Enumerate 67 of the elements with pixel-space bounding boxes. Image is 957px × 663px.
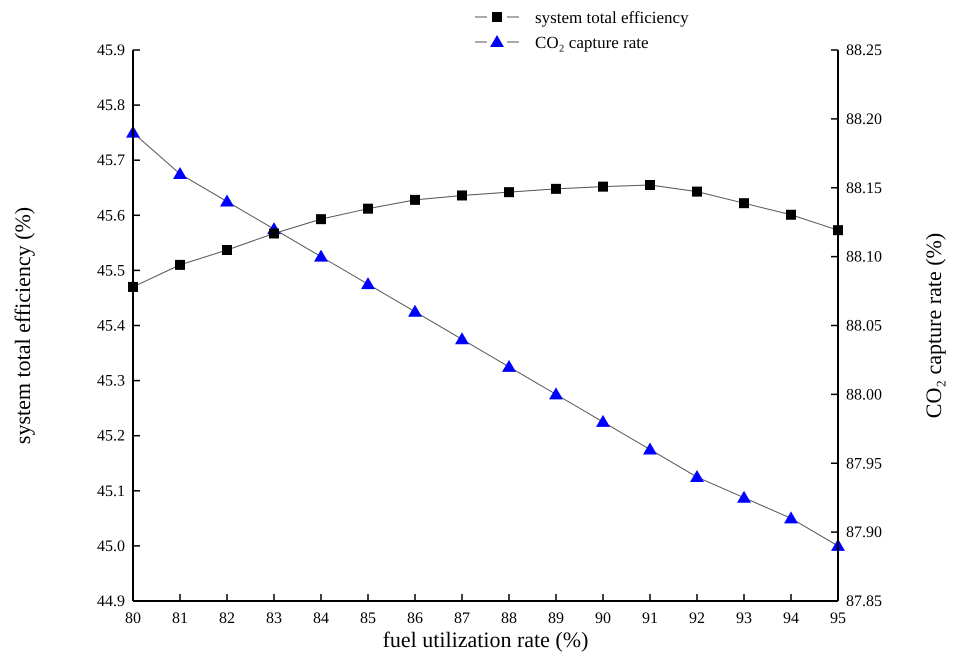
y2-tick-label: 88.15 [846,180,882,197]
x-tick-label: 93 [736,610,752,627]
point [314,250,328,262]
x-tick-label: 83 [266,610,282,627]
x-tick-label: 91 [642,610,658,627]
x-axis-title: fuel utilization rate (%) [382,627,588,652]
y2-tick-label: 88.05 [846,318,882,334]
point [504,187,514,198]
point [316,214,326,224]
point [502,360,516,372]
y2-tick-label: 88.10 [846,248,882,266]
point [598,182,608,192]
point [457,190,467,200]
y-tick-label: 45.5 [97,262,125,280]
y-axis-title: system total efficiency (%) [10,206,35,444]
x-tick-label: 88 [501,610,517,627]
point [643,442,657,454]
x-tick-label: 80 [125,610,141,627]
x-tick-label: 92 [689,610,705,627]
legend-label: system total efficiency [535,8,690,27]
x-tick-label: 94 [783,610,799,627]
x-tick-label: 84 [313,610,329,627]
y2-tick-label: 88.00 [846,386,882,404]
point [361,277,375,290]
y-tick-label: 45.3 [97,372,125,390]
point [549,387,563,400]
point [220,194,234,207]
y-tick-label: 45.6 [97,207,125,224]
point [222,245,232,256]
y-tick-label: 45.4 [97,318,125,334]
x-tick-label: 82 [219,610,235,627]
x-tick-label: 81 [172,610,188,627]
y-tick-label: 45.8 [97,97,125,114]
x-tick-label: 85 [360,610,376,627]
point [739,198,749,208]
point [596,414,610,427]
y-tick-label: 44.9 [97,593,125,610]
y2-tick-label: 88.25 [846,42,882,59]
y2-tick-label: 87.85 [846,593,882,610]
point [784,511,798,524]
y2-tick-label: 87.95 [846,455,882,472]
point [737,490,751,503]
point [363,204,373,214]
point [455,332,469,344]
point [551,184,561,194]
y2-tick-label: 88.20 [846,110,882,128]
point [786,210,796,220]
point [690,470,704,482]
y2-tick-label: 87.90 [846,524,882,542]
x-tick-label: 86 [407,610,423,627]
y-tick-label: 45.0 [97,538,125,555]
point [645,180,655,190]
y-tick-label: 45.9 [97,42,125,59]
point [408,304,422,317]
y-tick-label: 45.7 [97,152,125,170]
legend-label: CO₂ capture rate [535,33,649,52]
x-tick-label: 90 [595,610,611,627]
x-tick-label: 87 [454,610,470,627]
point [173,166,187,179]
y-tick-label: 45.2 [97,428,125,445]
x-tick-label: 95 [830,610,846,627]
y-tick-label: 45.1 [97,482,125,500]
point [410,194,420,205]
x-tick-label: 89 [548,610,564,627]
point [692,186,702,197]
point [175,260,185,270]
y2-axis-title: CO₂ capture rate (%) [921,232,946,418]
